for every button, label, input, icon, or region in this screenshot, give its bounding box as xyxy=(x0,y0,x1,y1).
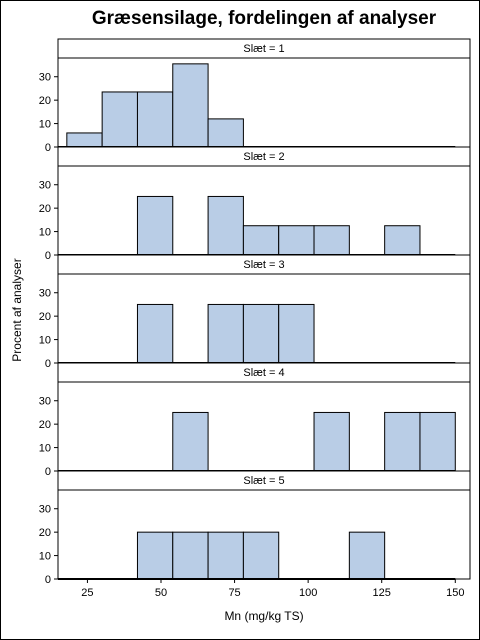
histogram-bar xyxy=(172,411,209,472)
x-tick-label: 150 xyxy=(446,587,464,599)
histogram-bar xyxy=(313,225,350,256)
y-tick-label: 10 xyxy=(39,119,51,131)
y-tick-label: 20 xyxy=(39,203,51,215)
histogram-bar xyxy=(136,195,174,256)
y-tick-label: 10 xyxy=(39,227,51,239)
histogram-bar xyxy=(136,531,174,580)
histogram-bar xyxy=(172,531,209,580)
y-tick-label: 30 xyxy=(39,396,51,408)
histogram-bar xyxy=(207,195,244,256)
y-tick-label: 10 xyxy=(39,335,51,347)
histogram-bar xyxy=(384,225,421,256)
histogram-bar xyxy=(136,303,174,364)
x-tick-label: 25 xyxy=(81,587,93,599)
y-tick-label: 0 xyxy=(45,250,51,262)
histogram-bar xyxy=(313,411,350,472)
y-tick-label: 20 xyxy=(39,419,51,431)
y-tick-label: 0 xyxy=(45,358,51,370)
histogram-bar xyxy=(242,531,280,580)
y-tick-label: 10 xyxy=(39,551,51,563)
x-tick-label: 50 xyxy=(155,587,167,599)
histogram-bar xyxy=(101,91,138,148)
y-tick-label: 0 xyxy=(45,142,51,154)
x-tick-label: 100 xyxy=(299,587,317,599)
histogram-bar xyxy=(207,118,244,148)
y-tick-label: 10 xyxy=(39,443,51,455)
y-tick-label: 0 xyxy=(45,466,51,478)
y-tick-label: 30 xyxy=(39,180,51,192)
histogram-bar xyxy=(172,63,209,148)
panel-label: Slæt = 1 xyxy=(243,43,284,55)
histogram-bar xyxy=(207,531,244,580)
y-tick-label: 20 xyxy=(39,527,51,539)
panel-label: Slæt = 2 xyxy=(243,151,284,163)
histogram-bar xyxy=(242,303,280,364)
x-axis-label: Mn (mg/kg TS) xyxy=(224,609,304,623)
histogram-bar xyxy=(384,411,421,472)
histogram-bar xyxy=(242,225,280,256)
histogram-bar xyxy=(136,91,174,148)
panel-label: Slæt = 4 xyxy=(243,367,284,379)
y-tick-label: 30 xyxy=(39,288,51,300)
y-tick-label: 0 xyxy=(45,574,51,586)
histogram-bar xyxy=(207,303,244,364)
histogram-bar xyxy=(66,132,103,148)
histogram-bar xyxy=(278,225,315,256)
y-tick-label: 30 xyxy=(39,504,51,516)
panel-label: Slæt = 5 xyxy=(243,475,284,487)
x-tick-label: 75 xyxy=(228,587,240,599)
chart-title: Græsensilage, fordelingen af analyser xyxy=(91,8,437,29)
histogram-bar xyxy=(419,411,456,472)
y-tick-label: 20 xyxy=(39,95,51,107)
panel-label: Slæt = 3 xyxy=(243,259,284,271)
y-tick-label: 20 xyxy=(39,311,51,323)
y-tick-label: 30 xyxy=(39,72,51,84)
x-tick-label: 125 xyxy=(373,587,391,599)
histogram-bar xyxy=(278,303,315,364)
histogram-bar xyxy=(348,531,386,580)
